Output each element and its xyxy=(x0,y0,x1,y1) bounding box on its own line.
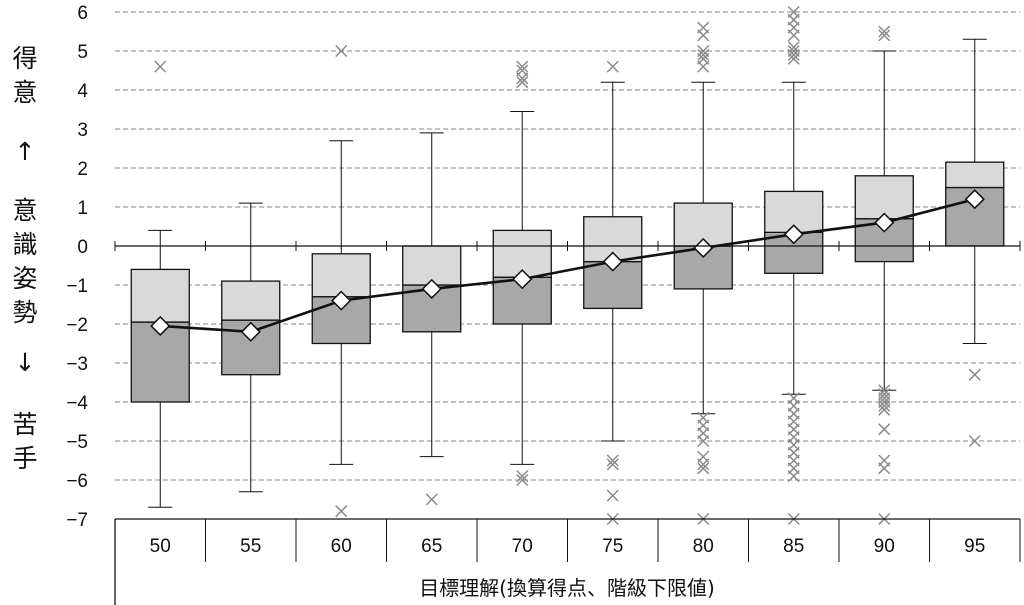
category-label: 50 xyxy=(150,536,171,557)
category-label: 80 xyxy=(693,536,714,557)
y-axis-label-char: 意 xyxy=(12,196,38,225)
outlier-point xyxy=(697,462,710,475)
outlier-point xyxy=(878,403,891,416)
outlier-point xyxy=(878,399,891,412)
y-axis-label-char: 識 xyxy=(12,230,38,259)
outlier-point xyxy=(697,60,710,73)
outlier-point xyxy=(968,368,981,381)
outlier-point xyxy=(787,470,800,483)
boxes xyxy=(130,38,1005,508)
y-axis-label-char: 手 xyxy=(12,444,38,473)
mean-marker xyxy=(240,321,261,342)
y-tick-label: 6 xyxy=(77,3,88,24)
y-tick-label: −3 xyxy=(66,354,88,375)
mean-marker xyxy=(964,189,985,210)
y-tick-label: 3 xyxy=(77,120,88,141)
mean-line xyxy=(150,189,985,342)
box-60 xyxy=(311,140,371,465)
box-upper xyxy=(945,161,1005,189)
mean-marker xyxy=(331,290,352,311)
outlier-point xyxy=(154,60,167,73)
y-tick-label: −2 xyxy=(66,315,88,336)
y-axis-label-char: 得 xyxy=(12,44,38,73)
outlier-point xyxy=(697,29,710,42)
outlier-point xyxy=(606,454,619,467)
y-tick-label: 0 xyxy=(77,237,88,258)
y-axis-label-char: 苦 xyxy=(12,410,38,439)
outlier-point xyxy=(335,44,348,58)
box-upper xyxy=(221,280,281,321)
category-label: 90 xyxy=(874,536,895,557)
outlier-point xyxy=(606,489,619,502)
mean-marker xyxy=(874,212,895,233)
y-tick-labels: 6 5 4 3 2 1 0 −1 −2 −3 −4 −5 −6 −7 xyxy=(66,3,88,531)
grid-lines xyxy=(115,11,1020,520)
category-label: 85 xyxy=(783,536,804,557)
outlier-point xyxy=(787,48,800,61)
box-50 xyxy=(130,229,190,508)
category-label: 60 xyxy=(331,536,352,557)
category-label: 95 xyxy=(964,536,985,557)
box-65 xyxy=(402,132,462,458)
y-tick-label: −7 xyxy=(66,510,88,531)
outlier-point xyxy=(878,29,891,42)
y-tick-label: 4 xyxy=(77,81,88,102)
outlier-point xyxy=(516,473,529,487)
outlier-point xyxy=(878,462,891,475)
outlier-point xyxy=(516,470,529,483)
x-axis-title: 目標理解(換算得点、階級下限値) xyxy=(419,576,715,600)
box-upper xyxy=(311,253,371,298)
outlier-point xyxy=(878,423,891,436)
category-label: 75 xyxy=(602,536,623,557)
category-label: 55 xyxy=(240,536,261,557)
mean-marker xyxy=(512,269,533,290)
outlier-point xyxy=(425,493,438,506)
y-axis-label-char: 意 xyxy=(12,78,38,107)
outlier-point xyxy=(878,25,891,38)
category-label: 70 xyxy=(512,536,533,557)
outlier-point xyxy=(968,434,981,448)
outlier-point xyxy=(606,60,619,73)
outlier-point xyxy=(335,505,348,518)
outlier-point xyxy=(697,458,710,471)
category-label: 65 xyxy=(421,536,442,557)
outliers xyxy=(154,5,981,526)
outlier-point xyxy=(516,76,529,89)
mean-marker xyxy=(693,237,714,259)
y-tick-label: −1 xyxy=(66,276,88,297)
mean-marker xyxy=(421,278,442,299)
y-axis-label-char: 勢 xyxy=(12,298,38,327)
outlier-point xyxy=(787,29,800,42)
y-axis-label-char: ↓ xyxy=(14,348,36,377)
mean-trend-line xyxy=(160,197,976,334)
box-upper xyxy=(402,245,462,286)
y-tick-label: 1 xyxy=(77,198,88,219)
y-tick-label: −6 xyxy=(66,471,88,492)
y-tick-label: 5 xyxy=(77,42,88,63)
outlier-point xyxy=(697,434,710,448)
box-upper xyxy=(854,175,914,220)
outlier-point xyxy=(516,72,529,85)
outlier-point xyxy=(787,52,800,65)
y-axis-label-char: 姿 xyxy=(12,264,38,293)
mean-marker xyxy=(602,251,623,272)
mean-marker xyxy=(150,315,171,337)
y-tick-label: −5 xyxy=(66,432,88,453)
axes xyxy=(114,241,1021,605)
mean-marker xyxy=(783,224,804,245)
outlier-point xyxy=(697,48,710,61)
y-axis-label-char: ↑ xyxy=(14,137,36,166)
y-tick-label: −4 xyxy=(66,393,88,414)
box-upper xyxy=(130,268,190,323)
y-tick-label: 2 xyxy=(77,159,88,180)
category-labels: 50 55 60 65 70 75 80 85 90 95 xyxy=(150,536,986,557)
outlier-point xyxy=(606,458,619,471)
outlier-point xyxy=(516,60,529,73)
